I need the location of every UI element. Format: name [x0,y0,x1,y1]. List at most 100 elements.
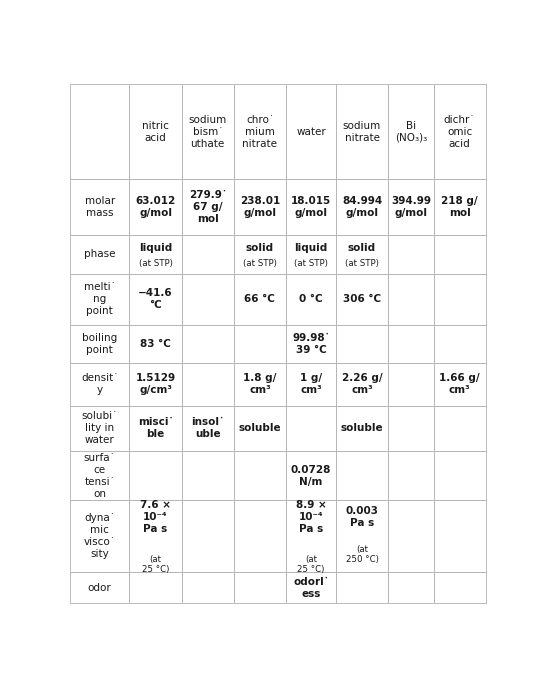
Text: 0.003
Pa s: 0.003 Pa s [345,506,378,528]
Bar [388,500,434,572]
Bar [130,406,182,452]
Text: liquid: liquid [294,243,327,253]
Text: dichr˙
omic
acid: dichr˙ omic acid [444,114,475,148]
Bar [434,84,486,178]
Text: surfa˙
ce
tensi˙
on: surfa˙ ce tensi˙ on [84,453,115,498]
Bar [130,363,182,406]
Text: 1.5129
g/cm³: 1.5129 g/cm³ [136,373,176,396]
Bar [130,178,182,235]
Text: (at
250 °C): (at 250 °C) [346,545,378,565]
Text: 8.9 ×
10⁻⁴
Pa s: 8.9 × 10⁻⁴ Pa s [295,500,326,534]
Text: solid: solid [246,243,274,253]
Bar [130,326,182,363]
Bar [234,406,286,452]
Bar [130,452,182,500]
Bar [182,363,234,406]
Bar [434,274,486,326]
Bar [388,178,434,235]
Bar [336,452,388,500]
Text: melti˙
ng
point: melti˙ ng point [84,283,115,317]
Text: 1.66 g/
cm³: 1.66 g/ cm³ [439,373,480,396]
Bar [434,406,486,452]
Text: chro˙
mium
nitrate: chro˙ mium nitrate [242,114,278,148]
Text: 2.26 g/
cm³: 2.26 g/ cm³ [341,373,382,396]
Text: molar
mass: molar mass [85,195,115,218]
Bar [234,500,286,572]
Bar [182,84,234,178]
Bar [70,274,130,326]
Bar [130,500,182,572]
Text: phase: phase [84,249,115,259]
Text: (at STP): (at STP) [243,259,277,268]
Bar [286,178,336,235]
Bar [70,572,130,603]
Bar [234,572,286,603]
Bar [182,326,234,363]
Text: 1.8 g/
cm³: 1.8 g/ cm³ [243,373,276,396]
Bar [234,178,286,235]
Text: nitric
acid: nitric acid [142,121,169,142]
Text: 18.015
g/mol: 18.015 g/mol [291,195,331,218]
Bar [70,235,130,274]
Bar [286,326,336,363]
Text: (at STP): (at STP) [294,259,328,268]
Bar [130,572,182,603]
Bar [388,235,434,274]
Text: 83 °C: 83 °C [140,339,171,349]
Bar [336,363,388,406]
Bar [182,452,234,500]
Bar [70,406,130,452]
Bar [70,84,130,178]
Bar [336,406,388,452]
Bar [234,274,286,326]
Text: −41.6
°C: −41.6 °C [138,289,173,311]
Bar [336,326,388,363]
Bar [434,235,486,274]
Text: insol˙
uble: insol˙ uble [191,417,224,439]
Text: (at STP): (at STP) [139,259,172,268]
Bar [70,178,130,235]
Bar [286,84,336,178]
Text: 238.01
g/mol: 238.01 g/mol [240,195,280,218]
Bar [182,572,234,603]
Bar [70,326,130,363]
Text: dyna˙
mic
visco˙
sity: dyna˙ mic visco˙ sity [83,513,115,559]
Text: densit˙
y: densit˙ y [81,373,118,396]
Text: 0.0728
N/m: 0.0728 N/m [291,464,331,487]
Bar [336,572,388,603]
Bar [70,452,130,500]
Bar [182,500,234,572]
Bar [336,235,388,274]
Text: solubi˙
lity in
water: solubi˙ lity in water [81,411,118,445]
Bar [182,274,234,326]
Text: solid: solid [348,243,376,253]
Bar [434,178,486,235]
Bar [234,84,286,178]
Bar [388,452,434,500]
Text: 1 g/
cm³: 1 g/ cm³ [300,373,322,396]
Bar [336,500,388,572]
Bar [182,235,234,274]
Bar [286,406,336,452]
Text: sodium
nitrate: sodium nitrate [343,121,381,142]
Text: (at
25 °C): (at 25 °C) [297,554,325,574]
Bar [336,84,388,178]
Bar [70,500,130,572]
Bar [130,274,182,326]
Bar [130,84,182,178]
Bar [336,178,388,235]
Bar [182,406,234,452]
Bar [388,363,434,406]
Text: 0 °C: 0 °C [299,294,323,304]
Bar [286,452,336,500]
Bar [434,363,486,406]
Text: liquid: liquid [139,243,172,253]
Bar [434,500,486,572]
Bar [234,235,286,274]
Text: soluble: soluble [238,424,281,434]
Bar [434,452,486,500]
Bar [286,500,336,572]
Text: 218 g/
mol: 218 g/ mol [441,195,478,218]
Bar [336,274,388,326]
Text: 394.99
g/mol: 394.99 g/mol [391,195,431,218]
